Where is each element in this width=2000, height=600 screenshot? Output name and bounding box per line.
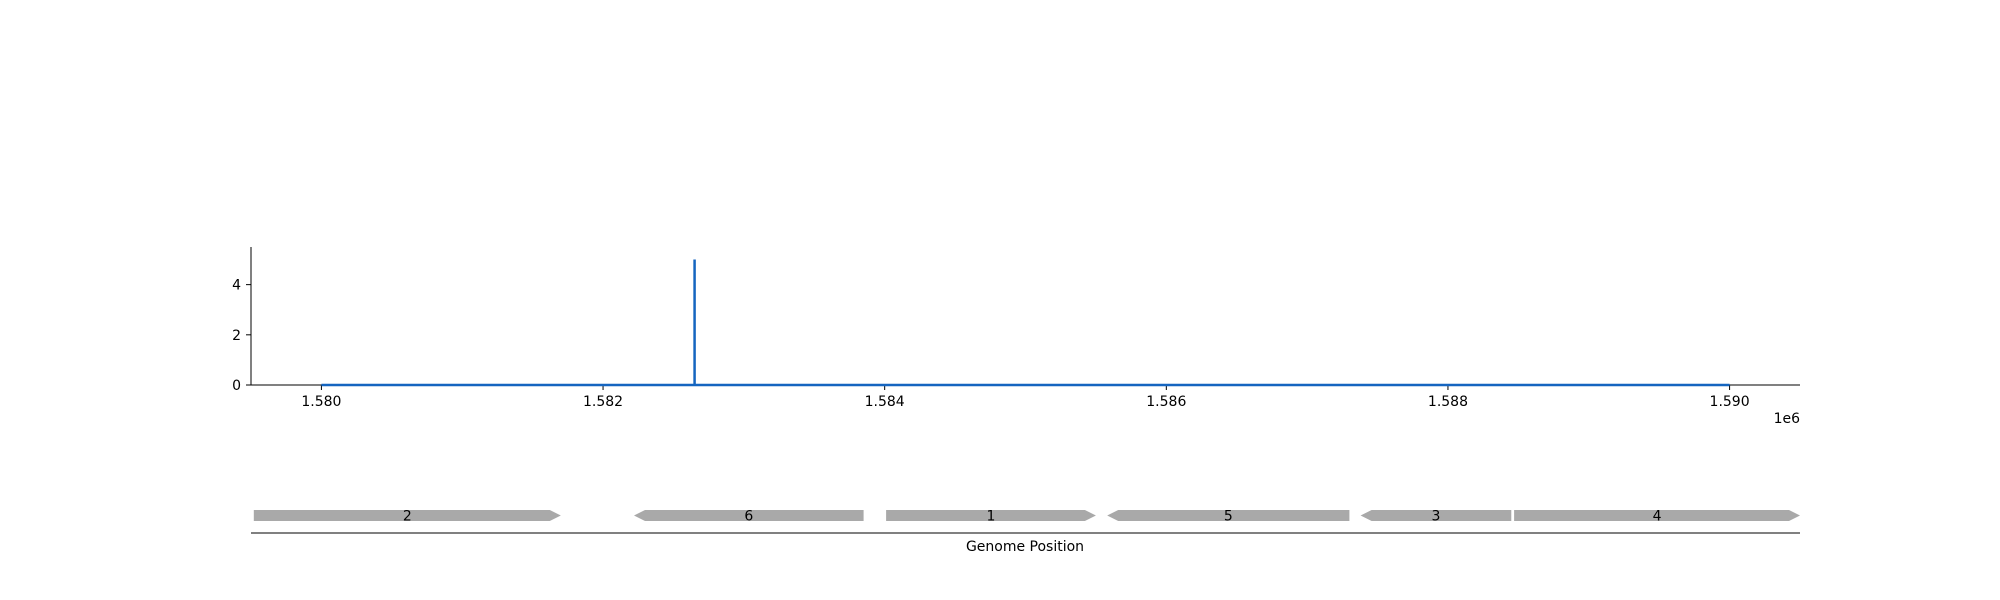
gene-arrow <box>1514 510 1800 521</box>
y-tick-label: 0 <box>232 378 241 394</box>
x-tick-label: 1.584 <box>865 394 905 410</box>
gene-arrow <box>1107 510 1350 521</box>
gene-track: 2 6 1 5 3 4 Genome Position <box>251 509 1800 555</box>
x-tick-label: 1.590 <box>1710 394 1750 410</box>
y-tick-label: 2 <box>232 328 241 344</box>
gene-track-label: Genome Position <box>966 539 1084 555</box>
gene-arrow <box>1360 510 1512 521</box>
gene-label: 5 <box>1224 509 1233 525</box>
gene-arrow <box>886 510 1096 521</box>
gene-label: 6 <box>744 509 753 525</box>
y-axis-ticks: 0 2 4 <box>232 278 251 394</box>
series-layer <box>321 259 1730 387</box>
x-axis-ticks: 1.580 1.582 1.584 1.586 1.588 1.590 <box>301 385 1750 410</box>
y-tick-label: 4 <box>232 278 241 294</box>
x-tick-label: 1.588 <box>1428 394 1468 410</box>
gene-label: 4 <box>1653 509 1662 525</box>
coverage-series-line <box>321 259 1730 387</box>
gene-label: 1 <box>987 509 996 525</box>
x-tick-label: 1.580 <box>301 394 341 410</box>
x-tick-label: 1.586 <box>1146 394 1186 410</box>
gene-arrow <box>253 510 561 521</box>
coverage-plot: 1.580 1.582 1.584 1.586 1.588 1.590 0 2 4 1e6 <box>232 247 1800 427</box>
genes-layer: 2 6 1 5 3 4 <box>253 509 1800 525</box>
gene-arrow <box>634 510 864 521</box>
x-offset-label: 1e6 <box>1774 411 1801 427</box>
gene-label: 2 <box>403 509 412 525</box>
gene-label: 3 <box>1432 509 1441 525</box>
x-tick-label: 1.582 <box>583 394 623 410</box>
